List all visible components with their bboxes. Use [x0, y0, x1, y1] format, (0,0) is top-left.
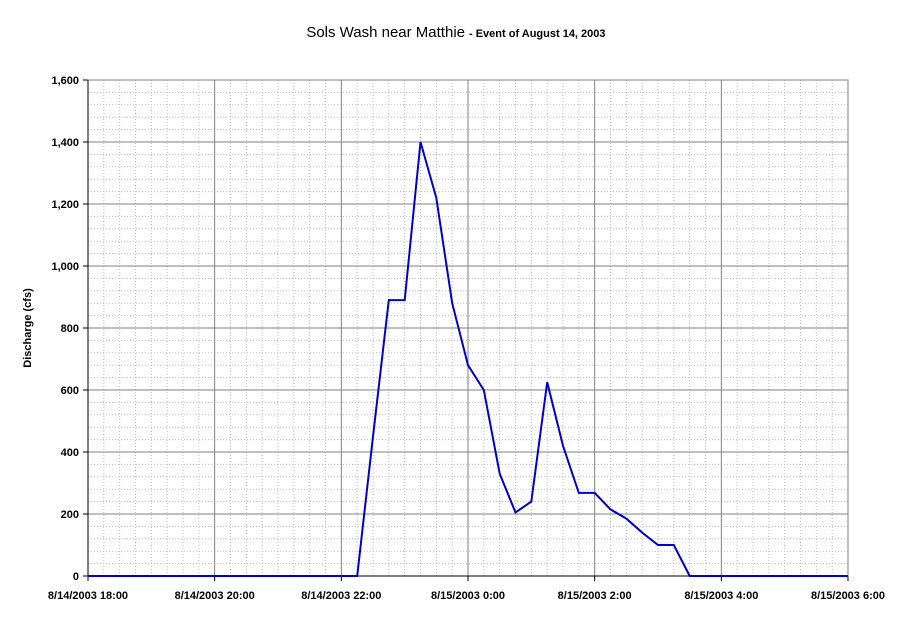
x-tick-label: 8/15/2003 0:00: [431, 590, 505, 602]
y-tick-label: 200: [61, 509, 79, 521]
chart-subtitle: - Event of August 14, 2003: [469, 28, 606, 40]
chart-title: Sols Wash near Matthie: [306, 24, 465, 41]
x-tick-label: 8/14/2003 18:00: [48, 590, 128, 602]
y-tick-label: 800: [61, 323, 79, 335]
y-axis-label: Discharge (cfs): [22, 288, 34, 368]
x-tick-label: 8/14/2003 22:00: [301, 590, 381, 602]
y-tick-label: 1,000: [51, 261, 79, 273]
plot-area: 0 200 400 600 800 1,000 1,200 1,400 1,600 8/14/20…: [48, 75, 885, 602]
x-tick-label: 8/14/2003 20:00: [175, 590, 255, 602]
y-tick-label: 400: [61, 447, 79, 459]
y-tick-label: 1,400: [51, 137, 79, 149]
x-tick-label: 8/15/2003 4:00: [684, 590, 758, 602]
x-tick-label: 8/15/2003 2:00: [558, 590, 632, 602]
y-tick-label: 1,600: [51, 75, 79, 87]
y-tick-label: 1,200: [51, 199, 79, 211]
x-tick-label: 8/15/2003 6:00: [811, 590, 885, 602]
discharge-series-line: [88, 141, 848, 577]
y-tick-label: 0: [73, 571, 79, 583]
y-tick-label: 600: [61, 385, 79, 397]
